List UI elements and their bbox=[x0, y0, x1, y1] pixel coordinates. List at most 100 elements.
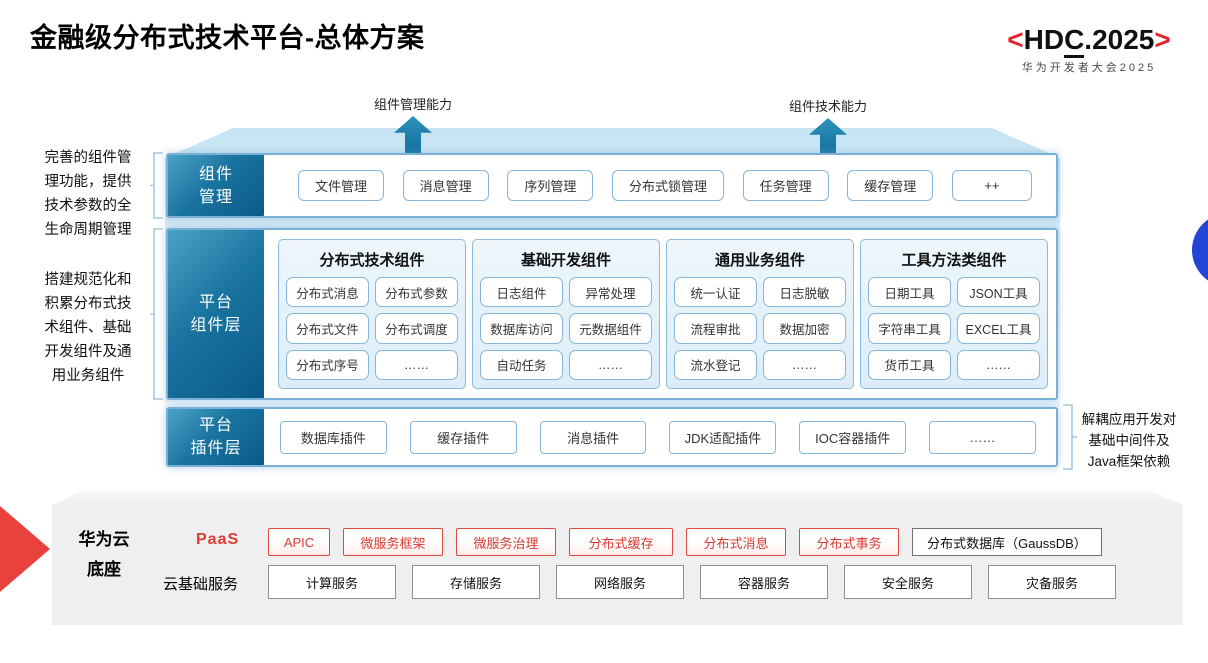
iaas-item-storage: 存储服务 bbox=[412, 565, 540, 599]
cloud-basic-services: 计算服务 存储服务 网络服务 容器服务 安全服务 灾备服务 bbox=[268, 565, 1116, 599]
component-item: 货币工具 bbox=[868, 349, 951, 380]
paas-item-microservice-governance: 微服务治理 bbox=[456, 528, 556, 556]
mgmt-item-file: 文件管理 bbox=[298, 170, 385, 201]
paas-item-gaussdb: 分布式数据库（GaussDB） bbox=[912, 528, 1102, 556]
component-item: 元数据组件 bbox=[569, 313, 652, 344]
component-item: 流水登记 bbox=[674, 349, 757, 380]
note-line: 用业务组件 bbox=[51, 368, 125, 384]
layer-platform-plugins: 平台 插件层 数据库插件 缓存插件 消息插件 JDK适配插件 IOC容器插件 …… bbox=[166, 407, 1058, 467]
layer-platform-components: 平台 组件层 分布式技术组件 分布式消息 分布式参数 分布式文件 分布式调度 分… bbox=[166, 228, 1058, 400]
layer-label-line: 平台 bbox=[198, 294, 233, 311]
note-decoupling: 解耦应用开发对 基础中间件及 Java框架依赖 bbox=[1076, 409, 1182, 472]
component-item: 分布式参数 bbox=[375, 277, 458, 308]
plugin-item-cache: 缓存插件 bbox=[409, 420, 517, 454]
component-item: 日期工具 bbox=[868, 277, 951, 308]
mgmt-item-dist-lock: 分布式锁管理 bbox=[611, 170, 724, 201]
right-bracket-row3 bbox=[1063, 404, 1077, 470]
note-line: 生命周期管理 bbox=[44, 222, 132, 238]
iaas-item-disaster-recovery: 灾备服务 bbox=[988, 565, 1116, 599]
layer-label-component-mgmt: 组件 管理 bbox=[168, 155, 264, 216]
component-groups: 分布式技术组件 分布式消息 分布式参数 分布式文件 分布式调度 分布式序号 ……… bbox=[264, 230, 1056, 398]
huawei-cloud-platform bbox=[52, 491, 1183, 625]
component-item-ellipsis: …… bbox=[375, 349, 458, 380]
paas-item-microservice-framework: 微服务框架 bbox=[343, 528, 443, 556]
component-item: 异常处理 bbox=[569, 277, 652, 308]
component-item-ellipsis: …… bbox=[569, 349, 652, 380]
group-basic-dev: 基础开发组件 日志组件 异常处理 数据库访问 元数据组件 自动任务 …… bbox=[472, 239, 660, 389]
mgmt-item-cache: 缓存管理 bbox=[847, 170, 934, 201]
group-common-business: 通用业务组件 统一认证 日志脱敏 流程审批 数据加密 流水登记 …… bbox=[666, 239, 854, 389]
capability-arrow-tech: 组件技术能力 bbox=[762, 96, 894, 158]
group-title: 通用业务组件 bbox=[714, 252, 805, 269]
component-item: 数据加密 bbox=[763, 313, 846, 344]
component-item: 自动任务 bbox=[480, 349, 563, 380]
note-line: 技术参数的全 bbox=[44, 198, 132, 214]
note-platform-components: 搭建规范化和 积累分布式技 术组件、基础 开发组件及通 用业务组件 bbox=[20, 268, 156, 388]
note-line: 解耦应用开发对 bbox=[1081, 412, 1177, 427]
component-item: 分布式序号 bbox=[286, 349, 369, 380]
iaas-item-container: 容器服务 bbox=[700, 565, 828, 599]
note-line: 术组件、基础 bbox=[44, 320, 132, 336]
label-line: 底座 bbox=[87, 560, 121, 579]
component-item: 数据库访问 bbox=[480, 313, 563, 344]
hdc-logo-text: <HDC.2025> bbox=[978, 24, 1200, 58]
paas-label: PaaS bbox=[196, 531, 240, 548]
paas-item-dist-transaction: 分布式事务 bbox=[799, 528, 899, 556]
group-grid: 分布式消息 分布式参数 分布式文件 分布式调度 分布式序号 …… bbox=[286, 277, 458, 380]
component-item: 分布式调度 bbox=[375, 313, 458, 344]
group-distributed-tech: 分布式技术组件 分布式消息 分布式参数 分布式文件 分布式调度 分布式序号 …… bbox=[278, 239, 466, 389]
component-item: 日志组件 bbox=[480, 277, 563, 308]
component-item: 流程审批 bbox=[674, 313, 757, 344]
plugin-item-ioc: IOC容器插件 bbox=[799, 420, 907, 454]
label-line: 华为云 bbox=[78, 530, 130, 549]
layer-label-platform-plugins: 平台 插件层 bbox=[168, 409, 264, 465]
logo-hd: HD bbox=[1023, 24, 1065, 55]
nav-circle-button[interactable] bbox=[1192, 213, 1208, 287]
component-item-ellipsis: …… bbox=[957, 349, 1040, 380]
note-line: 搭建规范化和 bbox=[44, 272, 132, 288]
mgmt-item-more: ++ bbox=[951, 170, 1032, 201]
paas-services: APIC 微服务框架 微服务治理 分布式缓存 分布式消息 分布式事务 分布式数据… bbox=[268, 528, 1102, 556]
plugin-item-jdk: JDK适配插件 bbox=[669, 420, 777, 454]
component-item-ellipsis: …… bbox=[763, 349, 846, 380]
layer-label-line: 组件 bbox=[198, 165, 233, 183]
paas-item-dist-message: 分布式消息 bbox=[686, 528, 786, 556]
page-title: 金融级分布式技术平台-总体方案 bbox=[30, 23, 425, 53]
group-title: 工具方法类组件 bbox=[901, 252, 1007, 269]
paas-item-apic: APIC bbox=[268, 528, 330, 556]
logo-close-bracket: > bbox=[1154, 24, 1171, 55]
up-arrow-icon bbox=[809, 118, 847, 158]
up-arrow-icon bbox=[394, 116, 432, 156]
group-grid: 日志组件 异常处理 数据库访问 元数据组件 自动任务 …… bbox=[480, 277, 652, 380]
iaas-item-compute: 计算服务 bbox=[268, 565, 396, 599]
mgmt-item-message: 消息管理 bbox=[402, 170, 489, 201]
iaas-item-network: 网络服务 bbox=[556, 565, 684, 599]
left-bracket-row1 bbox=[150, 152, 163, 219]
note-line: 理功能，提供 bbox=[44, 174, 132, 190]
cloud-basic-services-label: 云基础服务 bbox=[163, 576, 239, 593]
iaas-item-security: 安全服务 bbox=[844, 565, 972, 599]
group-title: 分布式技术组件 bbox=[319, 252, 425, 269]
plugin-item-message: 消息插件 bbox=[539, 420, 647, 454]
component-mgmt-items: 文件管理 消息管理 序列管理 分布式锁管理 任务管理 缓存管理 ++ bbox=[264, 155, 1056, 216]
logo-underlined-c: C bbox=[1064, 24, 1085, 58]
note-line: 完善的组件管 bbox=[44, 150, 132, 166]
note-component-mgmt: 完善的组件管 理功能，提供 技术参数的全 生命周期管理 bbox=[20, 146, 156, 242]
layer-component-mgmt: 组件 管理 文件管理 消息管理 序列管理 分布式锁管理 任务管理 缓存管理 ++ bbox=[166, 153, 1058, 218]
logo-year: .2025 bbox=[1084, 24, 1155, 55]
note-line: Java框架依赖 bbox=[1087, 454, 1171, 469]
layer-label-line: 插件层 bbox=[190, 440, 242, 457]
component-item: JSON工具 bbox=[957, 277, 1040, 308]
group-grid: 日期工具 JSON工具 字符串工具 EXCEL工具 货币工具 …… bbox=[868, 277, 1040, 380]
capability-arrow-tech-label: 组件技术能力 bbox=[788, 99, 867, 114]
group-grid: 统一认证 日志脱敏 流程审批 数据加密 流水登记 …… bbox=[674, 277, 846, 380]
capability-arrow-mgmt: 组件管理能力 bbox=[347, 94, 479, 156]
red-pointer-icon bbox=[0, 506, 50, 592]
component-item: 统一认证 bbox=[674, 277, 757, 308]
plugin-item-database: 数据库插件 bbox=[280, 420, 387, 454]
capability-arrow-mgmt-label: 组件管理能力 bbox=[373, 97, 452, 112]
mgmt-item-sequence: 序列管理 bbox=[507, 170, 594, 201]
layer-label-line: 平台 bbox=[198, 417, 233, 434]
layer-label-line: 管理 bbox=[198, 188, 233, 206]
